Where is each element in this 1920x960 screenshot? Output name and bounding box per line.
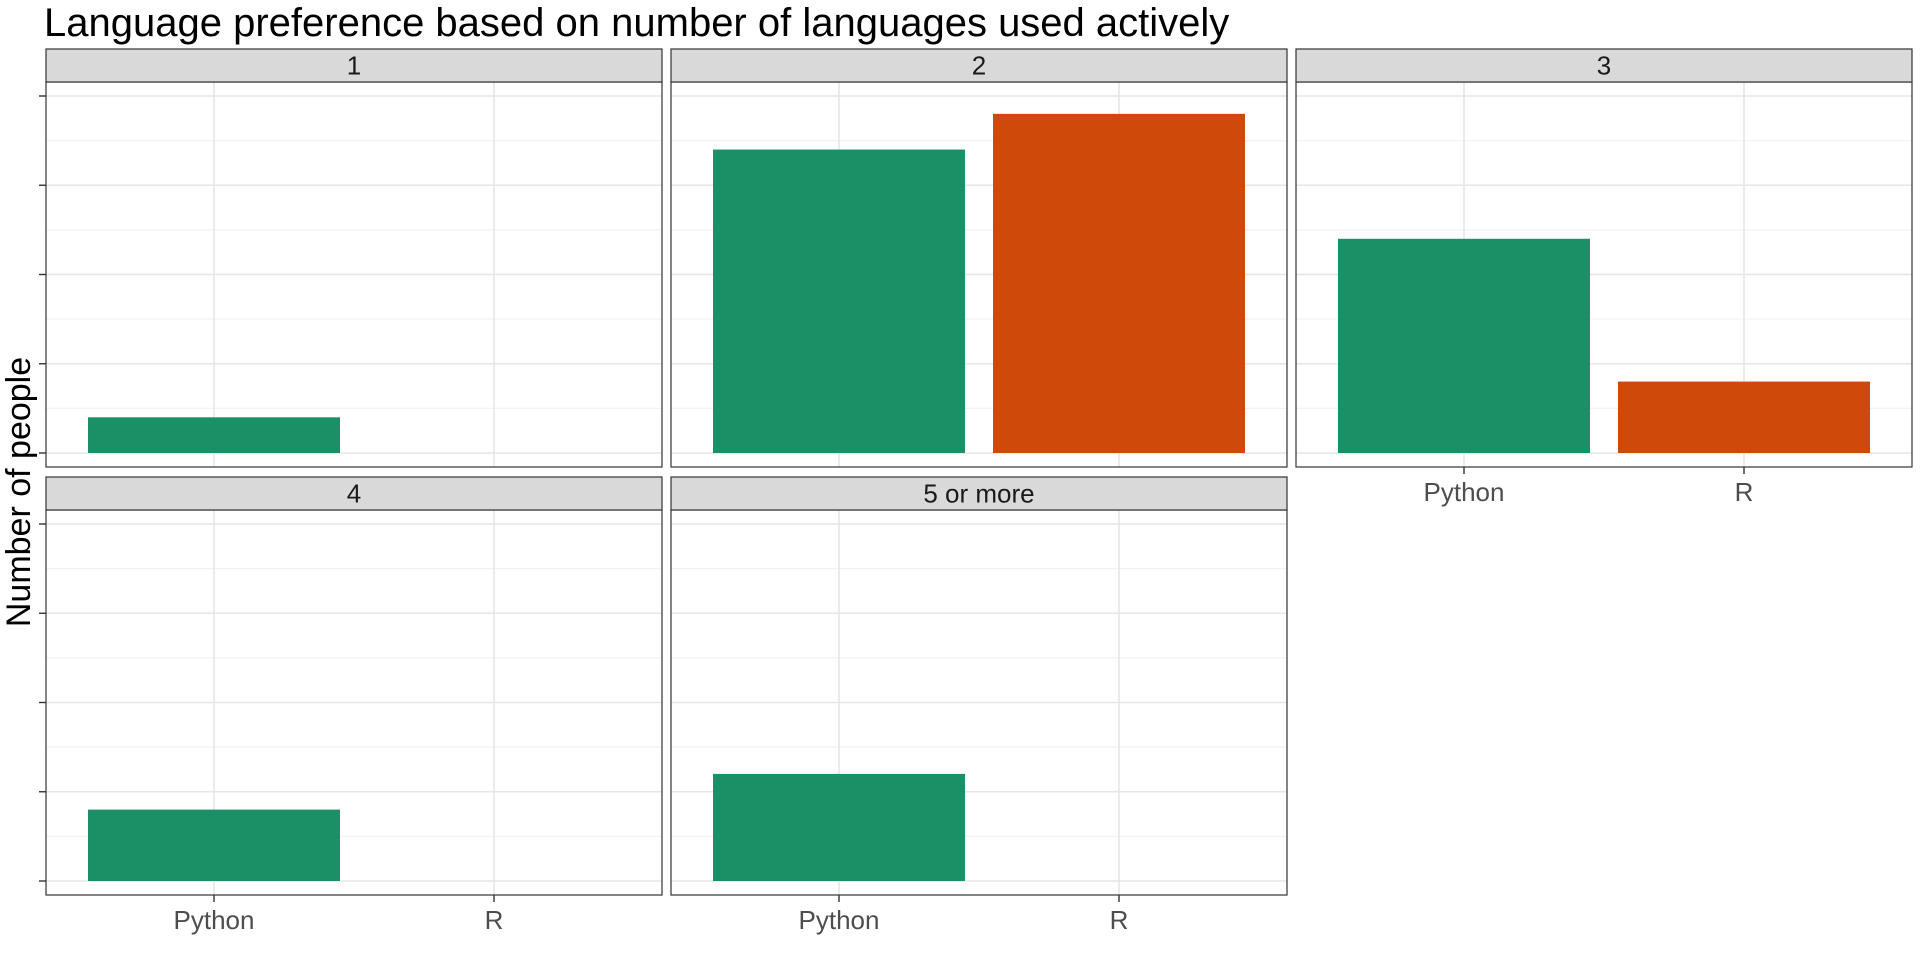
bar-r xyxy=(993,113,1245,453)
facet-panel-4: 4 Python R xyxy=(39,476,663,935)
facet-strip-label: 3 xyxy=(1597,51,1611,81)
facet-strip-label: 4 xyxy=(347,479,361,509)
bar-python xyxy=(1338,238,1590,453)
facet-panel-5-or-more: 5 or more Python R xyxy=(670,476,1288,935)
y-axis-label: Number of people xyxy=(0,357,38,627)
facet-panel-2: 2 xyxy=(670,48,1288,468)
facet-strip xyxy=(670,476,1288,511)
facet-strip-label: 5 or more xyxy=(923,479,1034,509)
x-tick-label-r: R xyxy=(1735,477,1754,507)
facet-strip-label: 1 xyxy=(347,51,361,81)
facet-strip xyxy=(45,48,663,83)
x-tick-label-r: R xyxy=(1110,905,1129,935)
bar-python xyxy=(88,417,340,453)
facet-strip xyxy=(1295,48,1913,83)
facet-panel-1: 1 xyxy=(39,48,663,468)
facet-strip xyxy=(45,476,663,511)
x-tick-label-python: Python xyxy=(174,905,255,935)
facet-panels: 1 2 3 Python R 4 Python R 5 or more Python R xyxy=(39,48,1913,935)
facet-panel-3: 3 Python R xyxy=(1295,48,1913,507)
chart-title: Language preference based on number of l… xyxy=(44,1,1229,45)
x-tick-label-python: Python xyxy=(1424,477,1505,507)
facet-strip xyxy=(670,48,1288,83)
x-tick-label-r: R xyxy=(485,905,504,935)
bar-r xyxy=(1618,381,1870,453)
bar-python xyxy=(713,149,965,454)
bar-python xyxy=(88,809,340,881)
facet-strip-label: 2 xyxy=(972,51,986,81)
x-tick-label-python: Python xyxy=(799,905,880,935)
bar-python xyxy=(713,773,965,881)
